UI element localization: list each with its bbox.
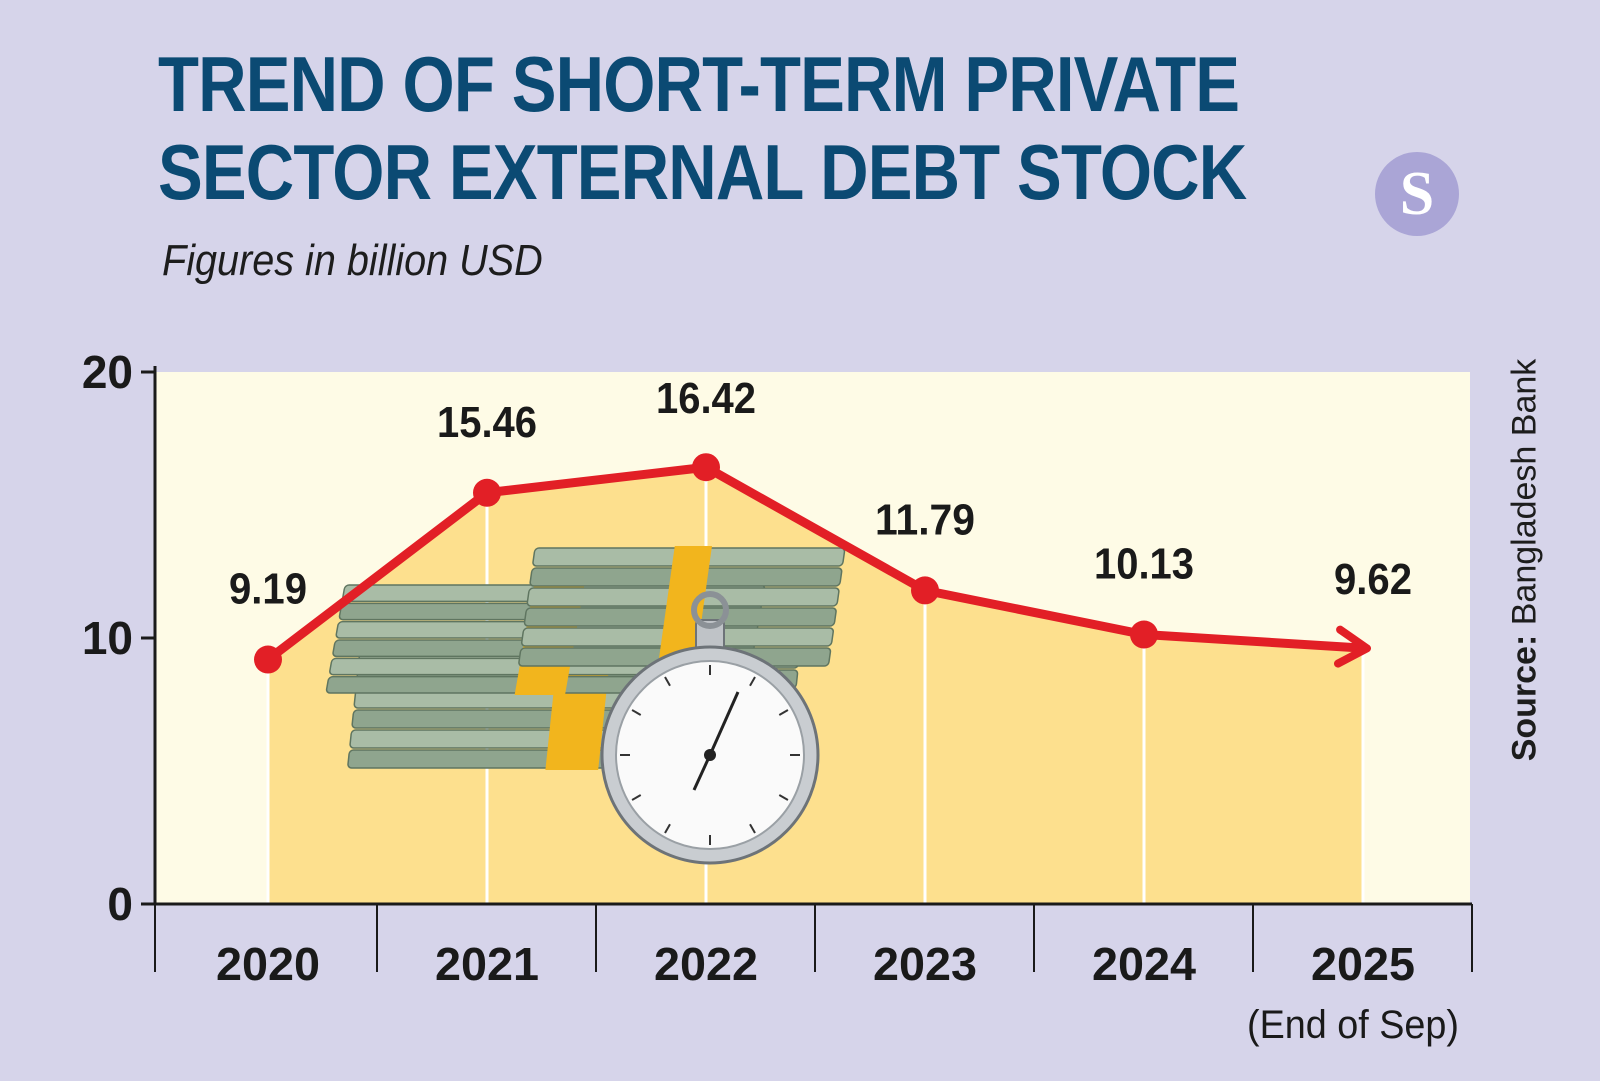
x-tick-note-2025: (End of Sep) <box>1247 1003 1459 1047</box>
data-label-2020: 9.19 <box>229 565 307 614</box>
data-label-2021: 15.46 <box>437 398 537 447</box>
point-2025-arrow <box>1333 625 1371 668</box>
money-stopwatch-illustration <box>325 546 846 865</box>
point-2023 <box>911 576 939 605</box>
data-label-2024: 10.13 <box>1094 540 1194 589</box>
series-line <box>263 462 1368 665</box>
stopwatch-tick <box>749 823 756 834</box>
chart-subtitle: Figures in billion USD <box>162 236 543 285</box>
brand-logo-icon: S <box>1375 152 1459 236</box>
y-tick-label-10: 10 <box>82 612 133 664</box>
stopwatch-tick <box>631 794 642 801</box>
y-tick-label-0: 0 <box>107 878 133 930</box>
stopwatch-ring <box>691 591 729 629</box>
stopwatch-tick <box>778 709 789 716</box>
title-line-1: TREND OF SHORT-TERM PRIVATE <box>158 40 1240 128</box>
stopwatch-tick <box>631 709 642 716</box>
stopwatch-tick <box>749 676 756 687</box>
point-2022 <box>692 453 720 482</box>
title-line-2: SECTOR EXTERNAL DEBT STOCK <box>158 128 1247 216</box>
chart-title: TREND OF SHORT-TERM PRIVATE SECTOR EXTER… <box>158 40 1247 216</box>
point-2024 <box>1130 620 1158 649</box>
point-2020 <box>254 645 282 674</box>
stopwatch-tick <box>664 823 671 834</box>
stopwatch-pivot <box>704 749 716 761</box>
stopwatch-hand-tail <box>692 754 712 791</box>
x-tick-label-2020: 2020 <box>216 938 320 990</box>
data-label-2025: 9.62 <box>1334 555 1412 604</box>
x-tick-label-2023: 2023 <box>873 938 977 990</box>
x-tick-label-2025: 2025 <box>1311 938 1415 990</box>
x-tick-label-2024: 2024 <box>1092 938 1196 990</box>
data-label-2023: 11.79 <box>875 495 975 544</box>
data-label-2022: 16.42 <box>656 374 756 423</box>
point-2021 <box>473 478 501 507</box>
y-tick-label-20: 20 <box>82 346 133 398</box>
x-tick-label-2021: 2021 <box>435 938 539 990</box>
stopwatch-hand <box>708 691 740 756</box>
stopwatch-tick <box>664 676 671 687</box>
x-tick-label-2022: 2022 <box>654 938 758 990</box>
stopwatch-tick <box>778 794 789 801</box>
